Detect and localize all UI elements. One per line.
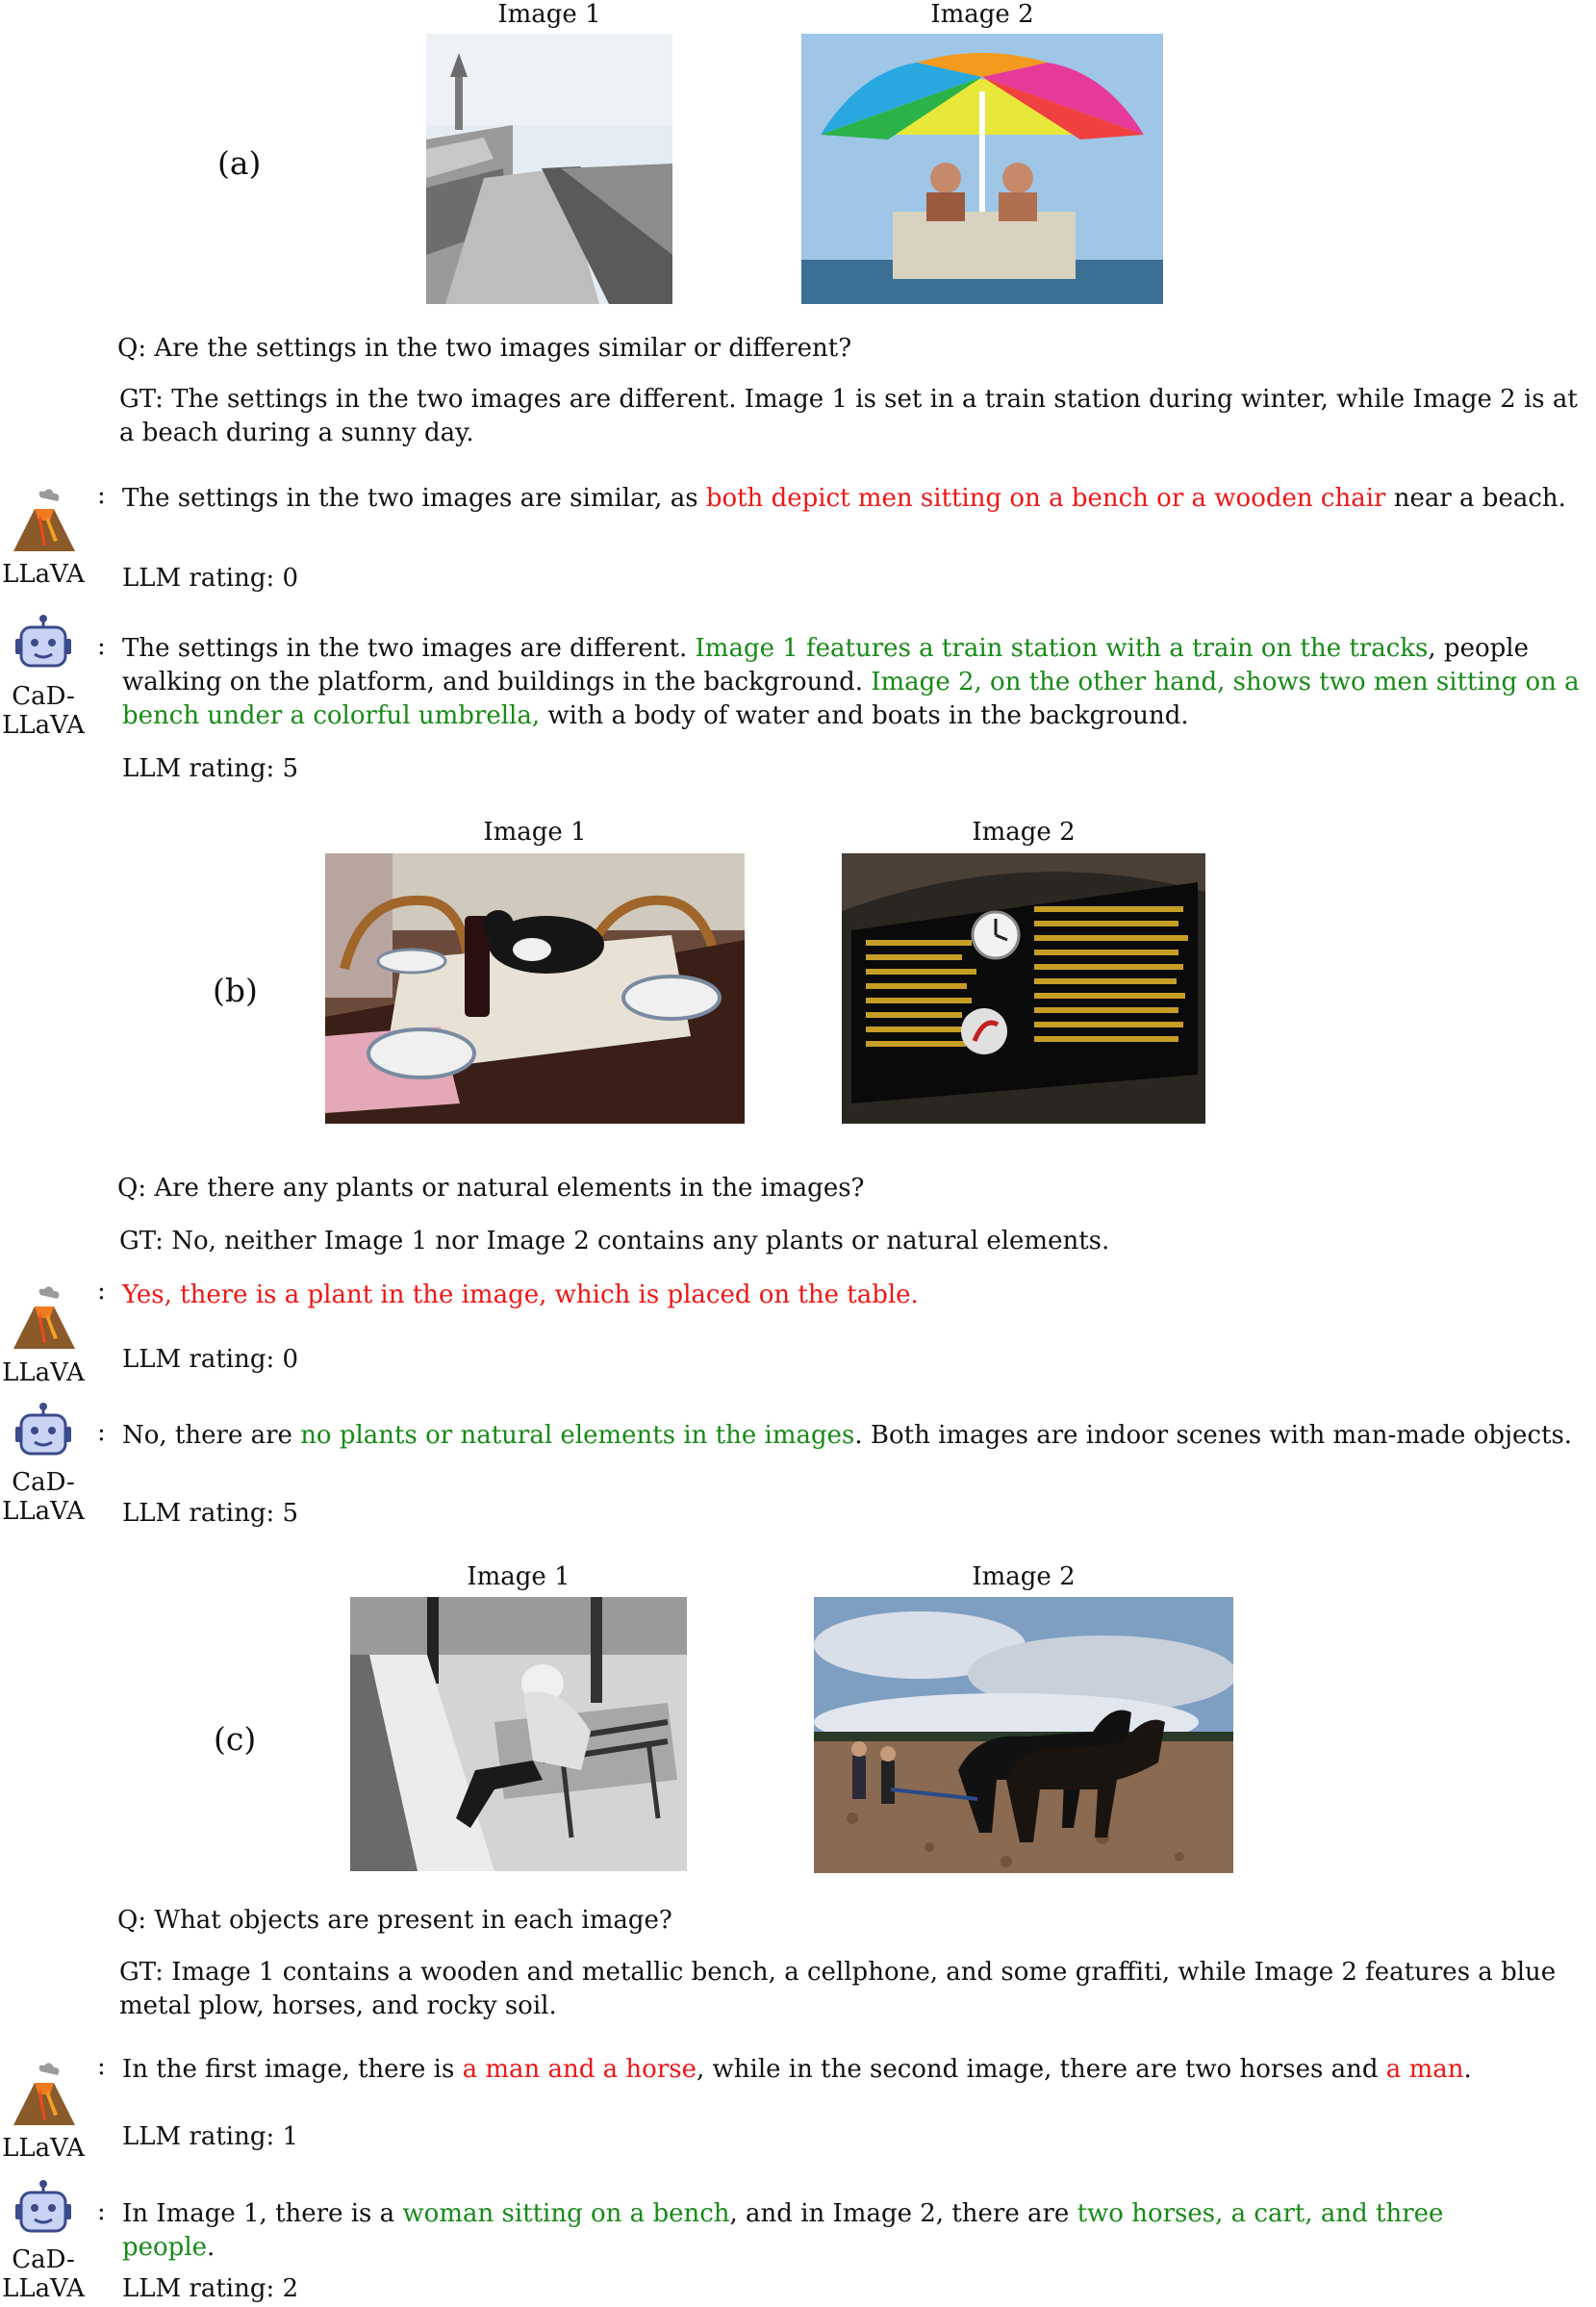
llava-answer-c: In the first image, there is a man and a…: [122, 2055, 1472, 2084]
woman-bench-image: [350, 1597, 687, 1871]
model-name-cad-llava: CaD- LLaVA: [2, 682, 85, 740]
correct-span: no plants or natural elements in the ima…: [300, 1421, 855, 1450]
volcano-icon: [12, 2062, 77, 2127]
incorrect-span: a man and a horse: [462, 2055, 697, 2084]
image1-caption-a: Image 1: [497, 0, 601, 29]
cad-llava-rating-c: LLM rating: 2: [122, 2274, 299, 2303]
example-label-b: (b): [213, 972, 258, 1009]
llava-answer-b: Yes, there is a plant in the image, whic…: [122, 1280, 919, 1309]
beach-umbrella-image: [801, 34, 1163, 304]
colon-separator: :: [97, 1277, 106, 1306]
correct-span: woman sitting on a bench: [402, 2199, 730, 2228]
colon-separator: :: [97, 1418, 106, 1447]
question-a: Q: Are the settings in the two images si…: [117, 334, 852, 363]
cad-llava-answer-c: In Image 1, there is a woman sitting on …: [122, 2199, 1444, 2262]
model-name-llava: LLaVA: [2, 2134, 85, 2163]
example-label-c: (c): [214, 1720, 257, 1758]
robot-icon: [13, 1402, 73, 1461]
image1-caption-c: Image 1: [467, 1562, 570, 1591]
cad-llava-rating-b: LLM rating: 5: [122, 1499, 299, 1528]
correct-span: Image 2, on the other hand, shows two me…: [122, 668, 1580, 730]
question-b: Q: Are there any plants or natural eleme…: [117, 1174, 865, 1203]
horses-plough-image: [814, 1597, 1233, 1873]
robot-icon: [13, 614, 73, 673]
ground-truth-c: GT: Image 1 contains a wooden and metall…: [119, 1958, 1557, 2020]
question-c: Q: What objects are present in each imag…: [117, 1906, 672, 1935]
robot-icon: [13, 2179, 73, 2239]
model-name-llava: LLaVA: [2, 560, 85, 589]
cad-llava-answer-b: No, there are no plants or natural eleme…: [122, 1421, 1573, 1450]
correct-span: two horses, a cart, and three people: [122, 2199, 1444, 2262]
cad-llava-rating-a: LLM rating: 5: [122, 754, 299, 783]
train-station-image: [426, 34, 672, 304]
model-name-cad-llava: CaD- LLaVA: [2, 1468, 85, 1526]
volcano-icon: [12, 488, 77, 553]
cad-llava-answer-a: The settings in the two images are diffe…: [122, 634, 1580, 730]
llava-rating-b: LLM rating: 0: [122, 1345, 299, 1374]
colon-separator: :: [97, 2197, 106, 2226]
colon-separator: :: [97, 481, 106, 510]
image1-caption-b: Image 1: [483, 818, 587, 847]
llava-rating-c: LLM rating: 1: [122, 2122, 299, 2151]
ground-truth-a: GT: The settings in the two images are d…: [119, 385, 1578, 447]
llava-rating-a: LLM rating: 0: [122, 564, 299, 593]
colon-separator: :: [97, 2052, 106, 2081]
incorrect-span: a man: [1385, 2055, 1464, 2084]
colon-separator: :: [97, 632, 106, 661]
ground-truth-b: GT: No, neither Image 1 nor Image 2 cont…: [119, 1227, 1110, 1255]
dining-table-cat-image: [325, 853, 745, 1124]
image2-caption-b: Image 2: [972, 818, 1076, 847]
image2-caption-a: Image 2: [930, 0, 1034, 29]
llava-answer-a: The settings in the two images are simil…: [122, 484, 1566, 513]
correct-span: Image 1 features a train station with a …: [695, 634, 1429, 663]
model-name-cad-llava: CaD- LLaVA: [2, 2245, 85, 2303]
departure-board-image: [842, 853, 1205, 1124]
incorrect-span: both depict men sitting on a bench or a …: [705, 484, 1386, 513]
image2-caption-c: Image 2: [972, 1562, 1076, 1591]
example-label-a: (a): [217, 144, 262, 182]
volcano-icon: [12, 1285, 77, 1351]
model-name-llava: LLaVA: [2, 1358, 85, 1387]
